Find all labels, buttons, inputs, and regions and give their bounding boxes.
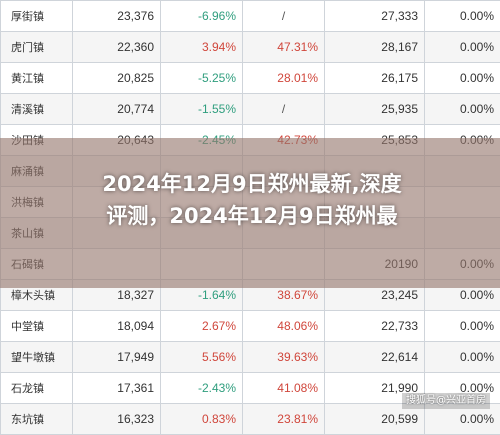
source-watermark: 搜狐号@兴亚首房 [402, 393, 490, 409]
growth-cell: 2.67% [161, 311, 243, 342]
growth-cell: -1.55% [161, 94, 243, 125]
town-cell: 中堂镇 [1, 311, 73, 342]
growth-cell: -2.43% [161, 373, 243, 404]
value-cell: 20,774 [73, 94, 161, 125]
value-cell: 20,825 [73, 63, 161, 94]
value-cell: 22,360 [73, 32, 161, 63]
value-cell: 17,949 [73, 342, 161, 373]
share-cell: 41.08% [243, 373, 325, 404]
headline-line-1: 2024年12月9日郑州最新,深度 [14, 168, 490, 200]
growth-cell: -6.96% [161, 1, 243, 32]
town-cell: 黄江镇 [1, 63, 73, 94]
share-cell: 47.31% [243, 32, 325, 63]
growth-cell: -5.25% [161, 63, 243, 94]
share-cell: 23.81% [243, 404, 325, 435]
value2-cell: 22,733 [325, 311, 425, 342]
value-cell: 17,361 [73, 373, 161, 404]
share-cell: / [243, 1, 325, 32]
share-cell: 48.06% [243, 311, 325, 342]
share2-cell: 0.00% [425, 32, 500, 63]
town-cell: 厚街镇 [1, 1, 73, 32]
value2-cell: 25,935 [325, 94, 425, 125]
headline-line-2: 评测，2024年12月9日郑州最 [14, 200, 490, 232]
growth-cell: 5.56% [161, 342, 243, 373]
headline: 2024年12月9日郑州最新,深度 评测，2024年12月9日郑州最 [14, 168, 490, 232]
share2-cell: 0.00% [425, 1, 500, 32]
share-cell: 28.01% [243, 63, 325, 94]
town-cell: 望牛墩镇 [1, 342, 73, 373]
share2-cell: 0.00% [425, 63, 500, 94]
share2-cell: 0.00% [425, 94, 500, 125]
value2-cell: 22,614 [325, 342, 425, 373]
town-cell: 石龙镇 [1, 373, 73, 404]
share-cell: / [243, 94, 325, 125]
growth-cell: 0.83% [161, 404, 243, 435]
value2-cell: 27,333 [325, 1, 425, 32]
value2-cell: 28,167 [325, 32, 425, 63]
value-cell: 23,376 [73, 1, 161, 32]
value2-cell: 26,175 [325, 63, 425, 94]
town-cell: 虎门镇 [1, 32, 73, 63]
town-cell: 东坑镇 [1, 404, 73, 435]
town-cell: 清溪镇 [1, 94, 73, 125]
share-cell: 39.63% [243, 342, 325, 373]
share2-cell: 0.00% [425, 342, 500, 373]
value-cell: 16,323 [73, 404, 161, 435]
growth-cell: 3.94% [161, 32, 243, 63]
share2-cell: 0.00% [425, 311, 500, 342]
value-cell: 18,094 [73, 311, 161, 342]
